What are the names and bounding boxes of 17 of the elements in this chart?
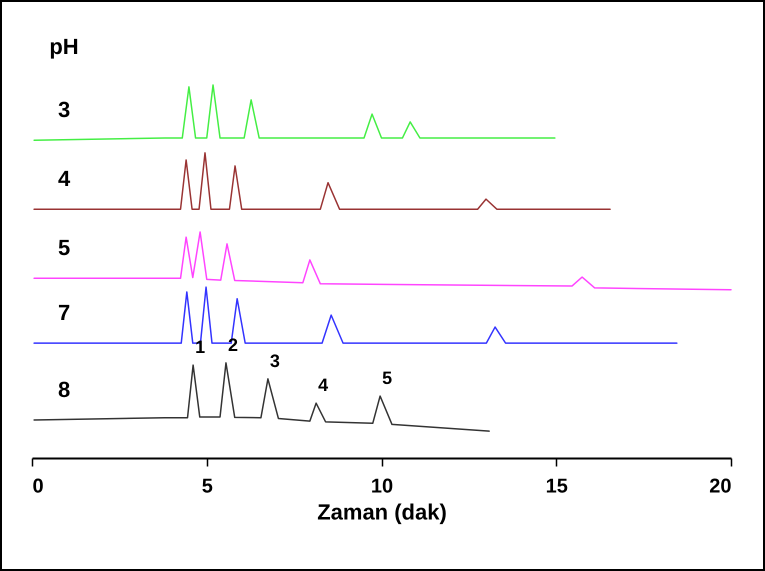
series-label: 5 (58, 235, 70, 260)
series-label: 3 (58, 97, 70, 122)
series-label: 7 (58, 300, 70, 326)
annotation: 2 (228, 334, 238, 355)
x-tick-label: 10 (370, 476, 394, 498)
annotation: 1 (195, 337, 206, 358)
annotation: 4 (318, 375, 328, 396)
annotation: 5 (382, 368, 392, 388)
series-label: 8 (58, 376, 70, 402)
x-tick-label: 0 (32, 476, 44, 498)
x-axis-title: Zaman (dak) (317, 500, 447, 524)
legend-title: pH (49, 34, 79, 59)
x-tick-label: 15 (546, 476, 568, 498)
annotation: 3 (270, 350, 280, 371)
x-tick-label: 5 (202, 476, 213, 498)
series-label: 4 (58, 166, 71, 192)
x-tick-label: 20 (709, 476, 732, 498)
